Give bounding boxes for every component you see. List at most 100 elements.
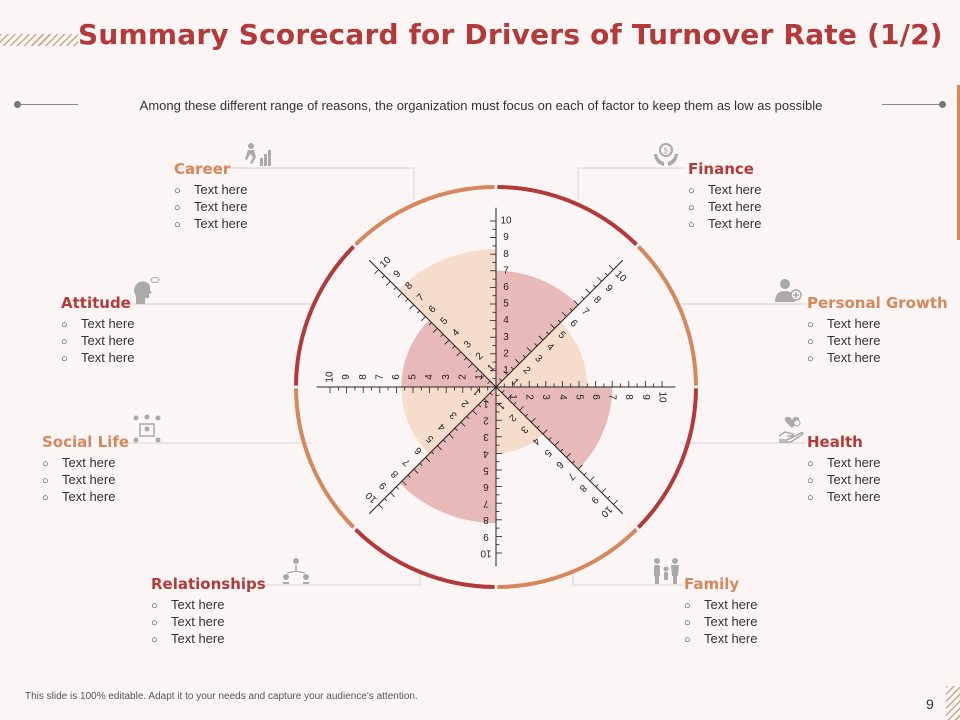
subtitle-left-dot: [14, 101, 21, 108]
ruler-tick-label: 8: [623, 394, 634, 400]
subtitle-left-line: [18, 104, 78, 105]
list-item: ○ Text here: [688, 182, 762, 197]
connector-finance: [577, 167, 686, 200]
ring-arc-relationships: [354, 527, 495, 589]
family-icon: [654, 558, 679, 584]
bullet-icon: ○: [42, 458, 49, 470]
bullet-icon: ○: [174, 202, 181, 214]
ruler-tick: [499, 378, 503, 382]
ruler-tick: [546, 331, 550, 335]
page-number: 9: [926, 696, 934, 712]
ruler-tick-label: 10: [364, 489, 380, 505]
ruler-tick-label: 10: [598, 504, 614, 520]
list-item: ○ Text here: [684, 631, 758, 646]
ring-arc-career: [354, 185, 495, 247]
ruler-tick: [437, 445, 442, 451]
ruler-tick: [385, 281, 391, 286]
ruler-tick-label: 9: [588, 494, 600, 506]
bullet-icon: ○: [42, 475, 49, 487]
ruler-tick-label: 2: [483, 415, 489, 426]
factor-heading: Finance: [688, 160, 754, 178]
ruler-tick: [416, 310, 420, 314]
list-item: ○ Text here: [151, 597, 225, 612]
factor-family: Family ○ Text here ○ Text here ○ Text here: [684, 575, 757, 648]
ruler-tick-label: 9: [377, 479, 389, 491]
list-item: ○ Text here: [688, 216, 762, 231]
ruler-tick: [593, 284, 597, 288]
ruler-tick-label: 5: [483, 464, 489, 475]
ruler-tick-label: 3: [540, 394, 551, 400]
ruler-tick-label: 9: [603, 283, 615, 295]
ruler-tick-label: 1: [483, 398, 489, 409]
ruler-tick: [569, 307, 573, 311]
ruler-tick: [428, 322, 432, 326]
ruler-tick: [419, 463, 423, 467]
ruler-tick: [381, 275, 385, 279]
factor-health: Health ○ Text here ○ Text here ○ Text here: [807, 433, 880, 506]
list-item: ○ Text here: [61, 333, 135, 348]
factor-career: Career ○ Text here ○ Text here ○ Text here: [174, 160, 247, 233]
ruler-tick: [538, 335, 544, 341]
ring-arc-finance: [497, 185, 638, 247]
factor-heading: Family: [684, 575, 740, 593]
ruler-tick: [431, 451, 435, 455]
ruler-tick-label: 9: [392, 268, 404, 280]
factor-attitude: Attitude ○ Text here ○ Text here ○ Text her…: [61, 294, 134, 367]
climbing-steps-icon: [245, 143, 271, 166]
list-item: ○ Text here: [42, 472, 116, 487]
ring-arc-personal-growth: [636, 245, 698, 386]
ruler-tick-label: 6: [553, 459, 565, 471]
ruler-tick-label: 9: [503, 232, 509, 243]
ruler-tick: [522, 354, 526, 358]
sector-career: [398, 249, 496, 387]
ruler-tick-label: 10: [378, 255, 394, 271]
sector-health: [496, 387, 613, 470]
ruler-tick: [432, 328, 438, 333]
bullet-icon: ○: [688, 185, 695, 197]
factor-finance: Finance ○ Text here ○ Text here ○ Text here: [688, 160, 761, 233]
ruler-tick: [503, 370, 509, 376]
ruler-tick-label: 5: [573, 394, 584, 400]
ruler-tick: [378, 504, 384, 509]
list-item: ○ Text here: [807, 472, 881, 487]
title-hatch-decoration: [0, 34, 78, 46]
ruler-tick-label: 7: [565, 470, 577, 482]
ruler-tick-label: 8: [577, 482, 589, 494]
ruler-tick-label: 3: [503, 332, 509, 343]
ruler-tick: [534, 343, 538, 347]
list-item: ○ Text here: [688, 199, 762, 214]
ruler-tick: [425, 457, 431, 462]
ruler-tick-label: 10: [325, 371, 336, 383]
ruler-tick: [374, 269, 379, 275]
ruler-tick: [573, 300, 579, 306]
ruler-tick-label: 10: [656, 391, 667, 403]
ruler-tick-label: 5: [503, 299, 509, 310]
bullet-icon: ○: [807, 458, 814, 470]
ruler-tick: [487, 380, 491, 384]
ruler-tick: [561, 312, 567, 317]
person-growth-icon: [775, 279, 802, 302]
bullet-icon: ○: [61, 353, 68, 365]
ruler-tick: [409, 304, 415, 310]
list-item: ○ Text here: [174, 182, 248, 197]
connector-relationships: [260, 572, 421, 586]
ring-arc-attitude: [294, 245, 356, 386]
ruler-tick: [514, 358, 520, 364]
list-item: ○ Text here: [151, 631, 225, 646]
svg-text:$: $: [664, 147, 669, 156]
ruler-tick-label: 1: [507, 394, 518, 400]
list-item: ○ Text here: [174, 216, 248, 231]
ruler-tick: [448, 433, 454, 439]
bullet-icon: ○: [684, 617, 691, 629]
factor-heading: Career: [174, 160, 231, 178]
ruler-tick-label: 5: [541, 447, 553, 459]
ruler-tick: [397, 292, 403, 298]
list-item: ○ Text here: [807, 333, 881, 348]
list-item: ○ Text here: [42, 489, 116, 504]
ruler-tick: [577, 464, 583, 470]
money-hands-icon: $: [654, 143, 678, 166]
ruler-tick: [526, 347, 532, 353]
ruler-tick-label: 9: [341, 374, 352, 380]
ruler-tick: [530, 417, 536, 423]
sector-social-life: [401, 387, 496, 454]
